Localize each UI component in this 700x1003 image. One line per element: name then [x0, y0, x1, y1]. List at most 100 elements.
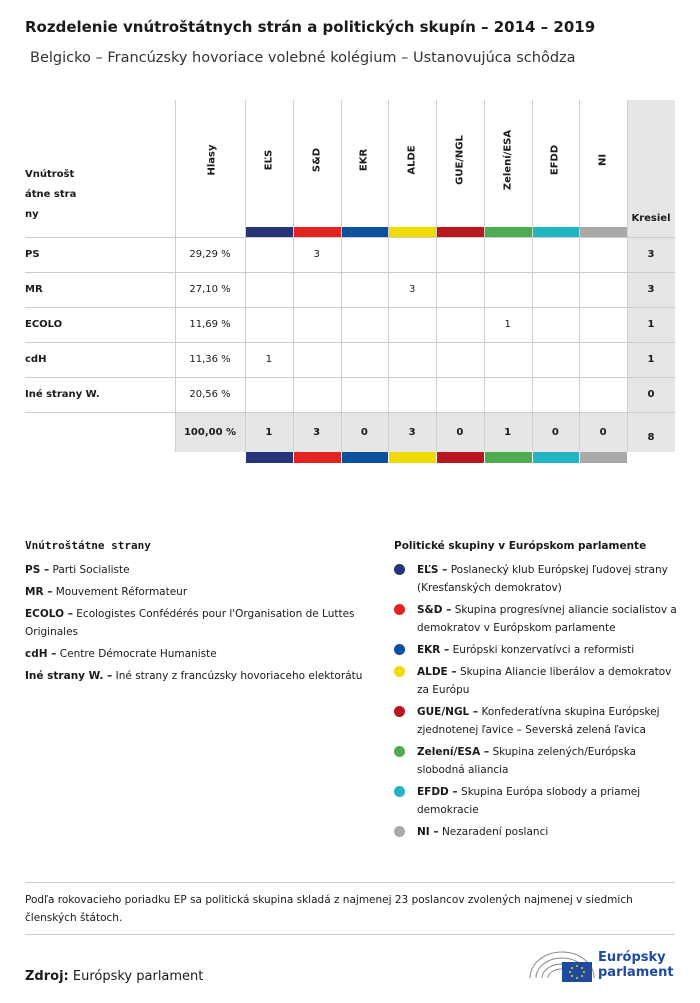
legend-title: Politické skupiny v Európskom parlamente [394, 540, 647, 552]
group-total: 0 [551, 426, 559, 438]
column-line [579, 100, 581, 452]
seat-cell [388, 307, 436, 342]
group-total: 3 [313, 426, 321, 438]
seat-cell [436, 377, 484, 412]
seat-cell: 3 [313, 249, 320, 260]
seats-column-bg [627, 100, 675, 452]
subtitle: Belgicko – Francúzsky hovoriace volebné … [30, 50, 576, 66]
legend-item: MR – Mouvement Réformateur [25, 583, 365, 601]
group-total: 0 [360, 426, 368, 438]
seat-cell [484, 237, 532, 272]
column-line [340, 100, 342, 452]
seats-total-cell: 3 [647, 284, 655, 295]
group-total: 1 [504, 426, 512, 438]
party-name: ECOLO [25, 319, 63, 330]
seat-cell: 3 [408, 284, 416, 295]
footnote: Podľa rokovacieho poriadku EP sa politic… [25, 882, 675, 935]
legend-desc: Skupina Aliancie liberálov a demokratov … [417, 666, 672, 696]
source-label: Zdroj: [25, 969, 69, 984]
legend-text: ALDE – Skupina Aliancie liberálov a demo… [417, 663, 679, 699]
seat-cell [245, 272, 293, 307]
group-header: ALDE [406, 145, 418, 175]
legend-desc: Skupina zelených/Európska slobodná alian… [417, 746, 637, 776]
legend-item: Iné strany W. – Iné strany z francúzsky … [25, 667, 365, 685]
seat-cell [245, 307, 293, 342]
group-color-bar [484, 452, 532, 463]
legend-abbr: ECOLO – [25, 608, 73, 620]
group-color-bar [389, 452, 436, 463]
seat-cell [341, 307, 389, 342]
legend-abbr: EFDD – [417, 786, 458, 798]
seat-cell: 1 [504, 319, 511, 330]
legend-dot [394, 604, 405, 615]
title: Rozdelenie vnútroštátnych strán a politi… [25, 18, 596, 36]
legend-abbr: ALDE – [417, 666, 457, 678]
legend-dot [394, 564, 405, 575]
group-color-bar [341, 227, 389, 237]
votes-total: 100,00 % [183, 426, 237, 438]
votes-cell: 29,29 % [189, 249, 231, 260]
row-line [25, 412, 675, 413]
seat-cell [532, 237, 580, 272]
group-total: 0 [456, 426, 464, 438]
seat-cell [245, 237, 293, 272]
seats-total-cell: 1 [647, 354, 655, 365]
legend-desc: Konfederatívna skupina Európskej zjednot… [417, 706, 660, 736]
seat-cell [436, 237, 484, 272]
group-color-bar [246, 452, 293, 463]
row-line [25, 377, 675, 378]
legend-dot [394, 826, 405, 837]
legend-item: EFDD – Skupina Európa slobody a priamej … [394, 783, 679, 819]
legend-item: NI – Nezaradení poslanci [394, 823, 679, 841]
seat-cell [532, 377, 580, 412]
seat-cell [293, 377, 341, 412]
group-color-bar [532, 227, 580, 237]
seat-cell: 1 [265, 354, 273, 365]
votes-cell: 20,56 % [189, 389, 231, 400]
column-line [483, 100, 485, 452]
legend-items: PS – Parti Socialiste MR – Mouvement Réfo… [25, 561, 365, 685]
column-line [292, 100, 294, 452]
group-header: GUE/NGL [454, 135, 466, 185]
party-name: Iné strany W. [25, 389, 100, 400]
seat-cell [388, 377, 436, 412]
seat-cell [388, 342, 436, 377]
party-name: MR [25, 284, 43, 295]
legend-abbr: PS – [25, 564, 50, 576]
seats-total-cell: 3 [647, 249, 655, 260]
seat-cell [293, 272, 341, 307]
seat-cell [579, 272, 627, 307]
group-color-bar [341, 452, 389, 463]
group-color-bar [293, 227, 341, 237]
group-color-bar [246, 227, 293, 237]
group-total: 3 [408, 426, 416, 438]
column-line [627, 100, 628, 452]
group-header: S&D [311, 147, 323, 173]
row-line [25, 237, 675, 238]
seat-cell [436, 342, 484, 377]
legend-dot [394, 786, 405, 797]
votes-cell: 11,69 % [189, 319, 231, 330]
legend-item: cdH – Centre Démocrate Humaniste [25, 645, 365, 663]
column-line [245, 100, 246, 452]
totals-row-bg [175, 412, 627, 452]
seat-cell [532, 307, 580, 342]
legend-text: EĽS – Poslanecký klub Európskej ľudovej … [417, 561, 679, 597]
seat-cell [532, 342, 580, 377]
legend-desc: Ecologistes Confédérés pour l'Organisati… [25, 608, 355, 638]
seat-cell [341, 272, 389, 307]
legend-dot [394, 666, 405, 677]
seat-cell [341, 342, 389, 377]
seat-cell [436, 272, 484, 307]
legend-abbr: EĽS – [417, 564, 448, 576]
group-header: Zelení/ESA [502, 129, 514, 191]
seats-header: Kresiel [631, 212, 671, 224]
group-color-bar [484, 227, 532, 237]
legend-abbr: GUE/NGL – [417, 706, 479, 718]
legend-abbr: cdH – [25, 648, 57, 660]
table: Vnútroštátne strany Hlasy Kresiel EĽS S&D EKR… [0, 0, 700, 470]
row-line [25, 342, 675, 343]
legend-item: Zelení/ESA – Skupina zelených/Európska s… [394, 743, 679, 779]
legend-desc: Skupina progresívnej aliancie socialisto… [417, 604, 677, 634]
logo-text: Európsky parlament [598, 950, 674, 980]
